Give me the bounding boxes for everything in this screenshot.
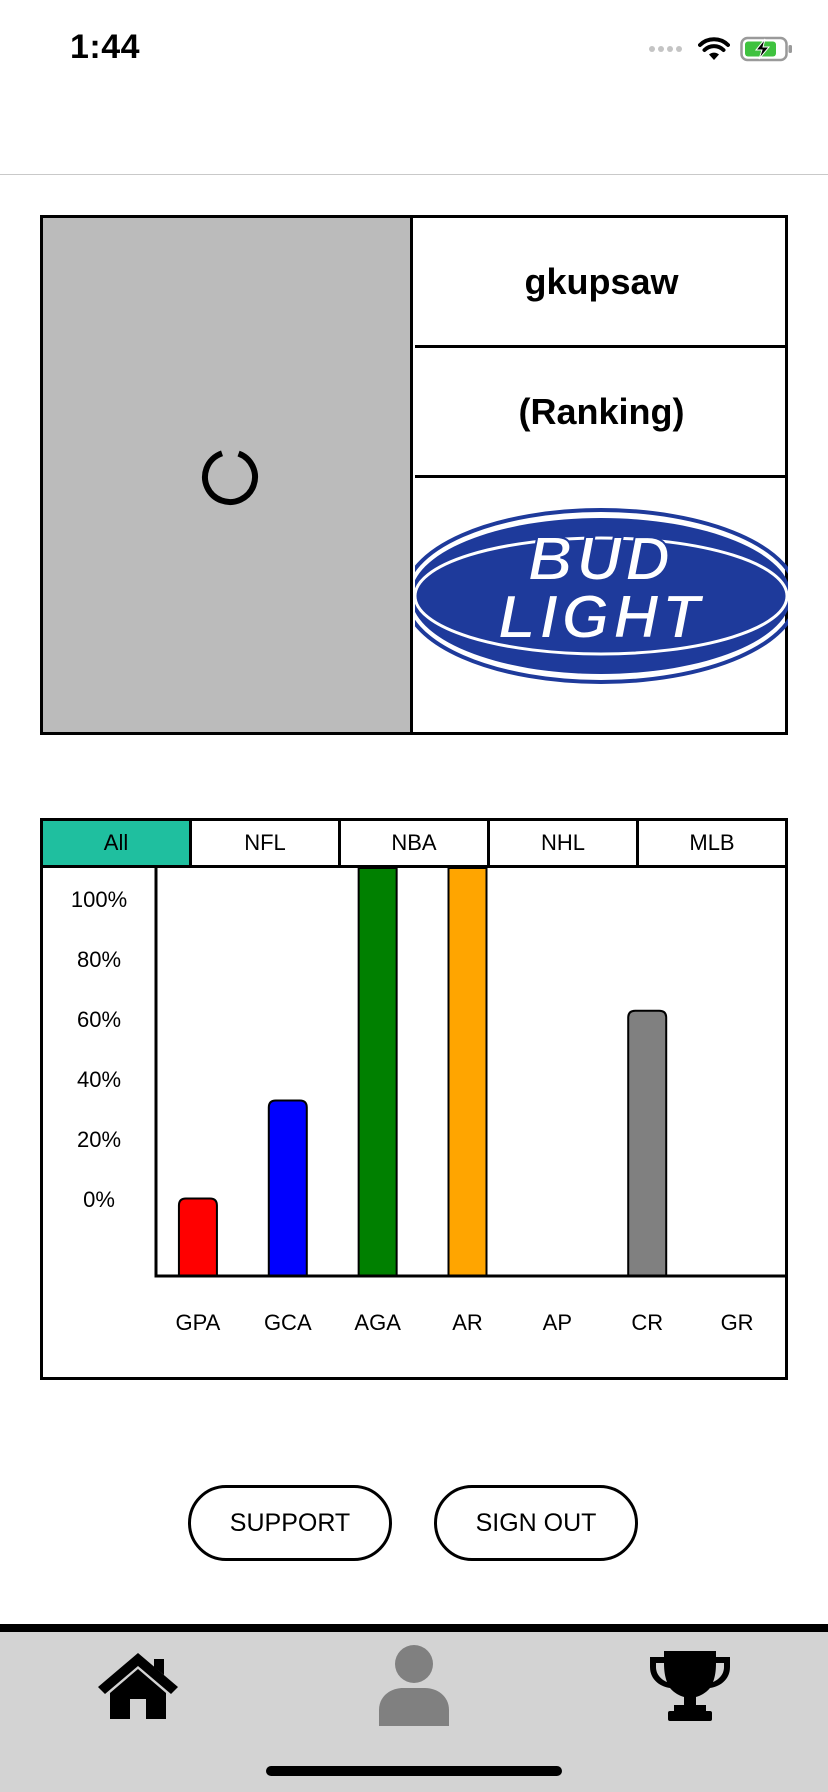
svg-text:LIGHT: LIGHT [498,583,705,652]
home-icon [98,1653,178,1719]
stats-card: All NFL NBA NHL MLB 0% 20% 40% 60% 80% 100% GPA GCA… [40,818,788,1380]
status-icons [649,34,794,64]
tab-nba[interactable]: NBA [341,821,490,865]
x-tick-label: AP [543,1310,572,1335]
x-tick-label: AR [452,1310,483,1335]
y-tick-label: 80% [77,947,121,972]
profile-card: gkupsaw (Ranking) BUD LIGHT [40,215,788,735]
tab-all[interactable]: All [43,821,192,865]
y-tick-label: 20% [77,1127,121,1152]
bar-gpa [177,1197,218,1277]
tab-profile[interactable] [364,1640,464,1730]
bar-ar [447,868,488,1277]
header-divider [0,174,828,175]
sign-out-button[interactable]: SIGN OUT [434,1485,638,1561]
y-tick-label: 0% [83,1187,115,1212]
loading-spinner-icon [202,449,258,505]
bar-cr [627,1009,668,1277]
x-tick-label: CR [631,1310,663,1335]
avatar [43,218,413,732]
tab-bar-divider [0,1624,828,1632]
x-tick-label: AGA [354,1310,401,1335]
stats-bar-chart: 0% 20% 40% 60% 80% 100% GPA GCA AGA AR AP CR GR [71,868,785,1335]
home-indicator [266,1766,562,1776]
person-icon [379,1645,449,1726]
tab-nhl[interactable]: NHL [490,821,639,865]
x-tick-label: GPA [176,1310,221,1335]
y-tick-label: 60% [77,1007,121,1032]
tab-nfl[interactable]: NFL [192,821,341,865]
tab-bar [0,1632,828,1792]
tab-home[interactable] [88,1640,188,1730]
x-tick-label: GR [721,1310,754,1335]
username: gkupsaw [415,218,788,348]
sponsor-logo: BUD LIGHT [415,478,788,732]
tab-leaderboard[interactable] [640,1640,740,1730]
signal-dots-icon [649,46,682,52]
ranking: (Ranking) [415,348,788,478]
y-tick-label: 40% [77,1067,121,1092]
x-tick-label: GCA [264,1310,312,1335]
bar-gca [267,1099,308,1277]
support-button[interactable]: SUPPORT [188,1485,392,1561]
wifi-icon [698,37,730,60]
y-tick-label: 100% [71,887,127,912]
battery-charging-icon [740,36,792,62]
svg-text:BUD: BUD [528,525,674,594]
trophy-icon [650,1651,730,1721]
sport-tabs: All NFL NBA NHL MLB [43,821,785,868]
status-time: 1:44 [70,28,141,66]
bar-aga [357,868,398,1277]
tab-mlb[interactable]: MLB [689,830,735,855]
